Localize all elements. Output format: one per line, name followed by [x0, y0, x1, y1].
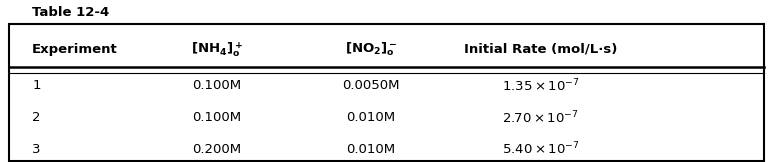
Text: 3: 3: [32, 143, 41, 156]
Text: Initial Rate (mol/L·s): Initial Rate (mol/L·s): [464, 43, 617, 56]
Text: $5.40 \times 10^{-7}$: $5.40 \times 10^{-7}$: [502, 141, 580, 158]
Text: 0.0050M: 0.0050M: [342, 79, 400, 92]
Text: $\mathbf{[NO_2]_o^-}$: $\mathbf{[NO_2]_o^-}$: [345, 40, 397, 58]
Text: Table 12-4: Table 12-4: [32, 6, 110, 19]
Text: 0.010M: 0.010M: [346, 111, 396, 124]
Text: 0.100M: 0.100M: [192, 111, 242, 124]
Text: $\mathbf{[NH_4]_o^+}$: $\mathbf{[NH_4]_o^+}$: [191, 40, 243, 58]
Text: $2.70 \times 10^{-7}$: $2.70 \times 10^{-7}$: [502, 109, 579, 126]
Text: $1.35 \times 10^{-7}$: $1.35 \times 10^{-7}$: [502, 77, 580, 94]
Text: 0.010M: 0.010M: [346, 143, 396, 156]
Text: 2: 2: [32, 111, 41, 124]
Text: 0.100M: 0.100M: [192, 79, 242, 92]
Text: 1: 1: [32, 79, 41, 92]
Text: 0.200M: 0.200M: [192, 143, 242, 156]
Bar: [9, 24, 764, 161]
Text: Experiment: Experiment: [32, 43, 118, 56]
